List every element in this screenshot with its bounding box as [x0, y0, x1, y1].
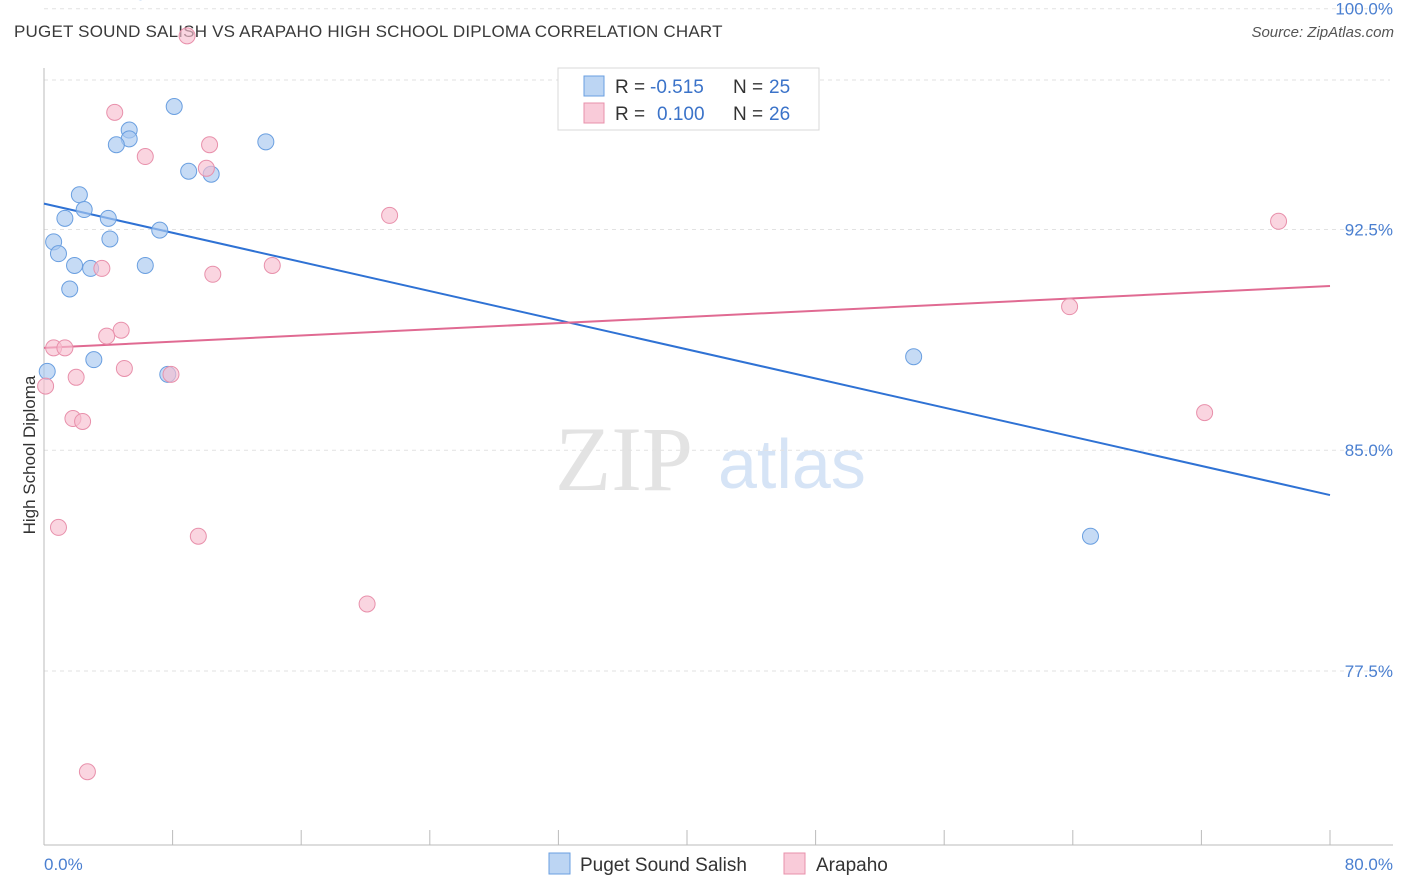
point-arapaho: [1196, 404, 1214, 422]
y-axis-title: High School Diploma: [20, 375, 39, 534]
point-arapaho: [162, 365, 180, 383]
point-salish: [151, 221, 169, 239]
point-arapaho: [56, 339, 74, 357]
point-arapaho: [201, 136, 219, 154]
point-arapaho: [74, 412, 92, 430]
point-salish: [165, 97, 183, 115]
watermark-atlas: atlas: [718, 425, 866, 503]
point-salish: [905, 348, 923, 366]
point-salish: [70, 186, 88, 204]
point-arapaho: [78, 763, 96, 781]
bottom-legend-swatch-arapaho: [783, 852, 806, 875]
point-salish: [180, 162, 198, 180]
point-arapaho: [136, 148, 154, 166]
y-tick-label: 77.5%: [1345, 662, 1393, 681]
trend-lines: [43, 202, 1331, 497]
legend-n-label-1: N =: [733, 77, 763, 98]
point-arapaho: [1061, 298, 1079, 316]
point-salish: [49, 245, 67, 263]
bottom-legend-swatch-salish: [548, 852, 571, 875]
point-arapaho: [1270, 212, 1288, 230]
point-salish: [56, 209, 74, 227]
point-salish: [136, 256, 154, 274]
y-tick-label: 92.5%: [1345, 220, 1393, 239]
point-salish: [75, 201, 93, 219]
legend-swatch-arapaho: [583, 102, 605, 124]
series-legend: Puget Sound Salish Arapaho: [548, 852, 888, 876]
point-arapaho: [115, 359, 133, 377]
point-arapaho: [67, 368, 85, 386]
axes: 77.5% 85.0% 92.5% 100.0% 0.0% 80.0%: [43, 0, 1393, 874]
point-arapaho: [49, 518, 67, 536]
trend-line-salish: [43, 202, 1331, 497]
point-salish: [107, 136, 125, 154]
x-tick-label-max: 80.0%: [1345, 855, 1393, 874]
point-arapaho: [204, 265, 222, 283]
legend-n-value-1: 25: [769, 77, 790, 98]
data-points: [37, 0, 1288, 781]
point-arapaho: [358, 595, 376, 613]
legend-r-label-1: R =: [615, 77, 645, 98]
point-arapaho: [93, 259, 111, 277]
point-arapaho: [263, 256, 281, 274]
point-arapaho: [98, 327, 116, 345]
legend-n-label-2: N =: [733, 104, 763, 125]
point-arapaho: [381, 206, 399, 224]
bottom-legend-label-salish: Puget Sound Salish: [580, 855, 747, 876]
legend-r-label-2: R =: [615, 104, 645, 125]
point-salish: [1081, 527, 1099, 545]
legend-swatch-salish: [583, 75, 605, 97]
point-salish: [66, 256, 84, 274]
point-arapaho: [189, 527, 207, 545]
x-tick-label-min: 0.0%: [44, 855, 83, 874]
point-salish: [99, 209, 117, 227]
point-salish: [257, 133, 275, 151]
point-arapaho: [112, 321, 130, 339]
watermark-zip: ZIP: [555, 408, 693, 510]
trend-line-arapaho: [43, 285, 1331, 349]
point-salish: [85, 351, 103, 369]
point-arapaho: [178, 27, 196, 45]
point-salish: [101, 230, 119, 248]
point-salish: [38, 362, 56, 380]
source-label: Source: ZipAtlas.com: [1251, 24, 1394, 41]
y-tick-label: 100.0%: [1335, 0, 1393, 19]
point-arapaho: [37, 377, 55, 395]
point-salish: [61, 280, 79, 298]
point-arapaho: [197, 159, 215, 177]
y-tick-label: 85.0%: [1345, 441, 1393, 460]
bottom-legend-label-arapaho: Arapaho: [816, 855, 888, 876]
legend-n-value-2: 26: [769, 104, 790, 125]
stats-legend: R = -0.515 N = 25 R = 0.100 N = 26: [557, 67, 820, 131]
point-arapaho: [106, 103, 124, 121]
legend-r-value-1: -0.515: [650, 77, 704, 98]
legend-r-value-2: 0.100: [657, 104, 705, 125]
